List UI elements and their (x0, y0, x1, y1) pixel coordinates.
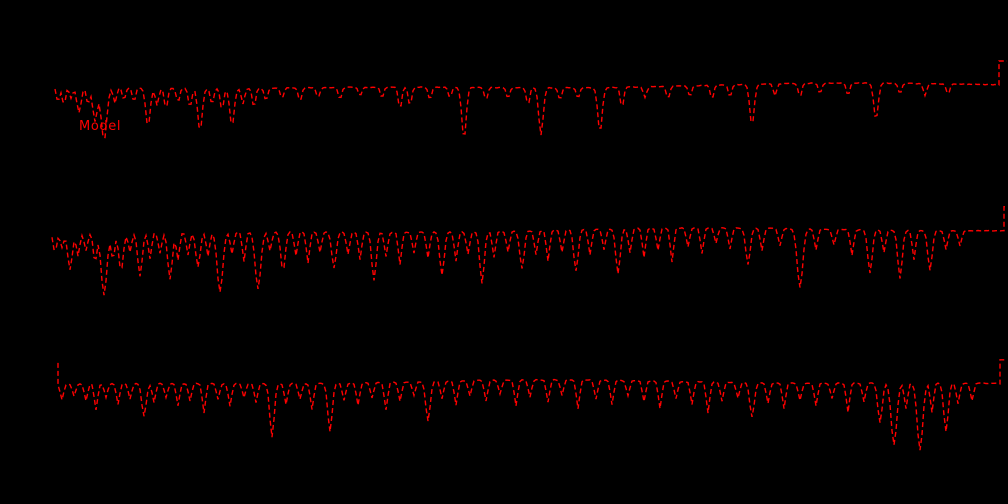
spectrum-plot-3 (57, 359, 1007, 451)
model-spectrum-trace-1 (54, 60, 1007, 139)
spectrum-panel-2 (0, 168, 1008, 336)
spectrum-plot-1 (54, 60, 1007, 139)
spectrum-panel-3 (0, 336, 1008, 504)
spectrum-panel-1 (0, 0, 1008, 168)
legend-label-model: Model (79, 119, 122, 134)
model-spectrum-trace-3 (57, 359, 1007, 451)
model-spectrum-trace-2 (51, 206, 1007, 296)
spectrum-plot-2 (51, 206, 1007, 296)
